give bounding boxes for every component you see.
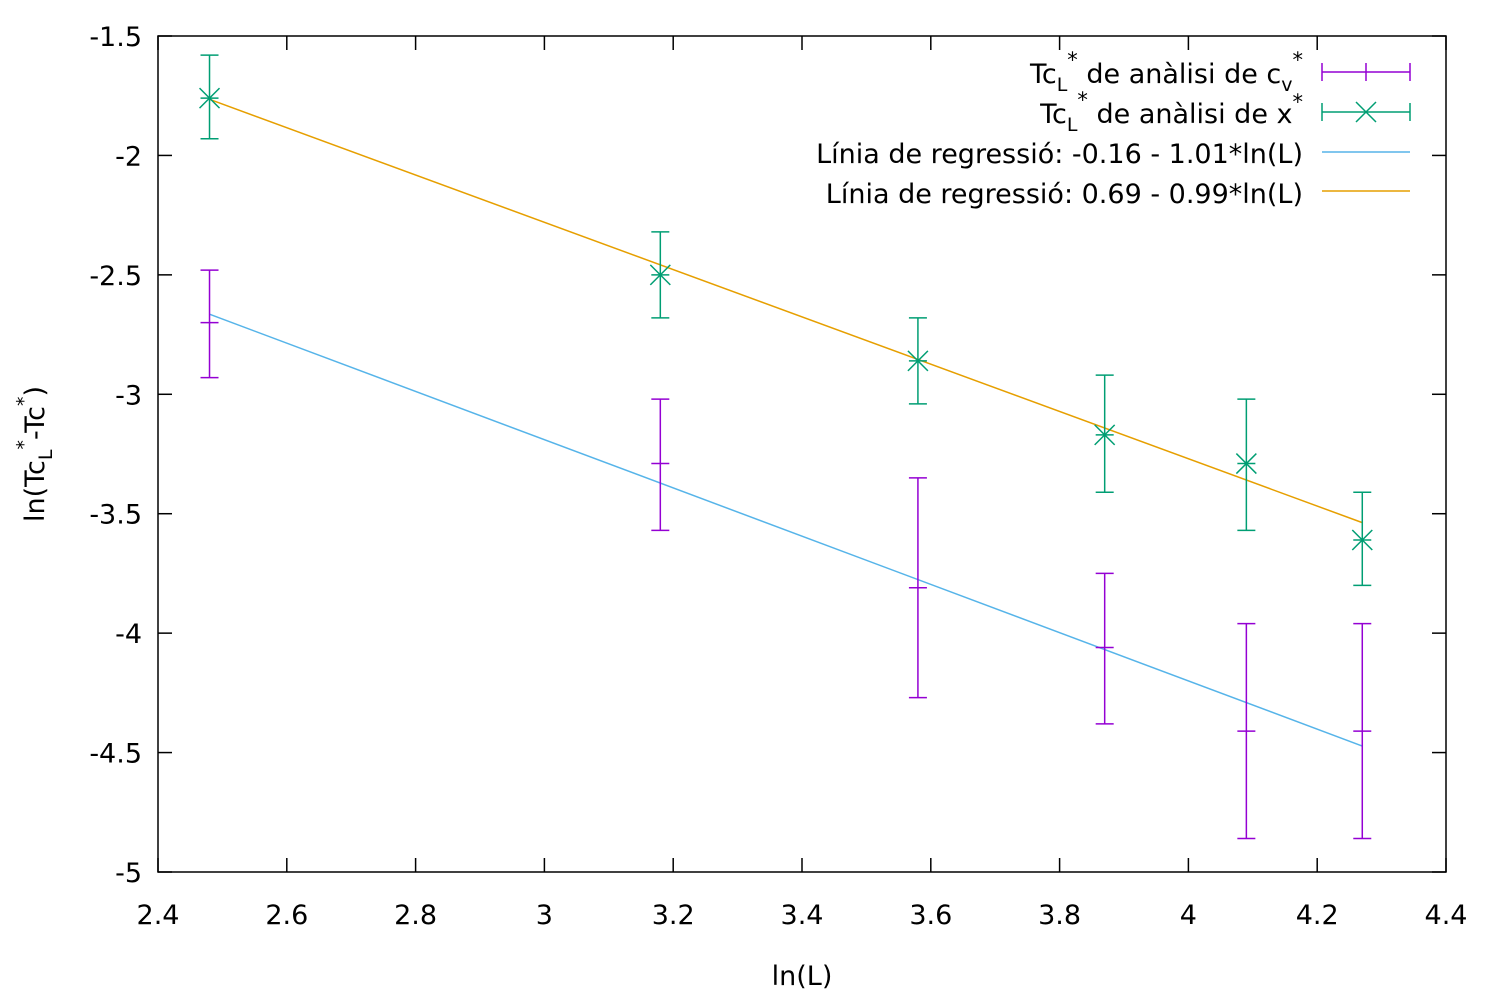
y-tick-label: -2: [115, 141, 142, 172]
legend-label-x: TcL* de anàlisi de x*: [1039, 88, 1303, 136]
data-point: [200, 269, 219, 379]
y-axis-label-base: ln(Tc: [20, 460, 51, 522]
x-tick-label: 3.8: [1038, 900, 1081, 931]
point-cross-b: [649, 264, 671, 286]
y-tick-label: -4.5: [89, 739, 142, 770]
legend-entry-regression-1: Línia de regressió: -0.16 - 1.01*ln(L): [816, 139, 1410, 170]
legend-mark-x: [1321, 101, 1411, 123]
x-tick-label: 3.2: [652, 900, 695, 931]
y-axis-label: ln(TcL*-Tc*): [13, 386, 57, 522]
data-point: [1235, 398, 1257, 532]
x-tick-label: 2.8: [394, 900, 437, 931]
y-axis-label-end: ): [20, 386, 51, 397]
point-cross-b: [198, 87, 221, 109]
point-cross-b: [1351, 529, 1373, 551]
x-tick-label: 2.4: [137, 900, 180, 931]
y-tick-label: -3: [115, 380, 142, 411]
point-cross-b: [1094, 424, 1116, 446]
data-point: [649, 231, 671, 319]
legend-label-regression-1: Línia de regressió: -0.16 - 1.01*ln(L): [816, 139, 1303, 170]
point-cross-b: [1235, 453, 1257, 475]
y-axis-label-sup1: *: [13, 440, 35, 450]
y-tick-label: -3.5: [89, 500, 142, 531]
point-cross-b: [907, 350, 929, 372]
x-tick-label: 4.4: [1425, 900, 1468, 931]
data-point: [908, 477, 927, 699]
data-point: [1095, 572, 1114, 725]
legend-entry-regression-2: Línia de regressió: 0.69 - 0.99*ln(L): [826, 179, 1410, 210]
y-tick-label: -4: [115, 619, 142, 650]
legend: TcL* de anàlisi de cv* TcL* de anàlisi d…: [816, 48, 1411, 210]
x-tick-label: 2.6: [265, 900, 308, 931]
plot-frame: [157, 35, 1447, 873]
y-tick-label: -5: [115, 858, 142, 889]
regression-line-1: [209, 313, 1363, 747]
data-point: [1094, 374, 1116, 493]
data-point: [198, 54, 221, 140]
regression-lines-layer: [209, 98, 1363, 747]
x-axis-label: ln(L): [772, 961, 833, 992]
data-point: [1237, 622, 1256, 840]
data-point: [1353, 622, 1372, 840]
y-tick-label: -2.5: [89, 261, 142, 292]
legend-label-regression-2: Línia de regressió: 0.69 - 0.99*ln(L): [826, 179, 1303, 210]
legend-label-cv: TcL* de anàlisi de cv*: [1029, 48, 1303, 96]
ticks-layer: 2.4 2.6 2.8 3 3.2 3.4 3.6 3.8 4 4.2 4.4 -1.5 -2 -2.5 -…: [89, 22, 1467, 931]
data-point: [651, 398, 670, 532]
x-tick-label: 3: [536, 900, 553, 931]
x-tick-label: 3.4: [781, 900, 824, 931]
x-tick-label: 3.6: [909, 900, 952, 931]
legend-entry-x: TcL* de anàlisi de x*: [1039, 88, 1411, 136]
data-point: [907, 317, 929, 405]
y-axis-label-sup2: *: [13, 397, 35, 407]
y-axis-label-sub1: L: [35, 449, 57, 460]
regression-line-2: [209, 98, 1363, 524]
legend-mark-cv: [1321, 63, 1411, 81]
x-tick-label: 4: [1180, 900, 1197, 931]
y-tick-label: -1.5: [89, 22, 142, 53]
legend-mark-cross: [1355, 101, 1377, 123]
legend-entry-cv: TcL* de anàlisi de cv*: [1029, 48, 1411, 96]
data-points-layer: [198, 54, 1373, 840]
data-point: [1351, 491, 1373, 587]
y-axis-label-mid: -Tc: [20, 406, 51, 440]
x-tick-label: 4.2: [1296, 900, 1339, 931]
